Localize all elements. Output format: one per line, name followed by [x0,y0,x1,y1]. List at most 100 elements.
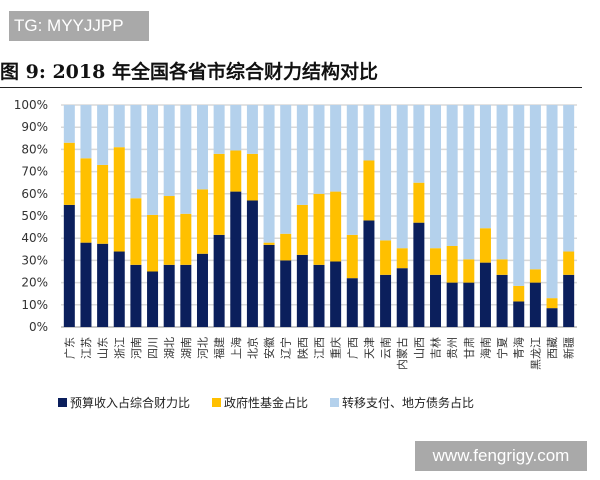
bar-segment-3 [97,105,109,165]
bar-segment-3 [113,105,125,148]
bar-segment-3 [80,105,92,159]
bar-segment-1 [380,274,392,327]
bar-segment-2 [330,191,342,262]
bar-segment-2 [263,242,275,245]
bar-segment-2 [97,164,109,244]
x-tick-label: 河北 [196,337,209,359]
bar-segment-3 [63,105,75,143]
bar-segment-1 [346,278,358,327]
bar-segment-1 [97,243,109,327]
bar-segment-3 [529,105,541,270]
bar-segment-2 [147,214,159,272]
x-tick-label: 重庆 [329,337,343,359]
x-tick-label: 海南 [478,337,492,359]
bar-segment-2 [546,298,558,309]
legend-label: 转移支付、地方债务占比 [342,396,475,410]
bar-segment-1 [313,264,325,327]
bar-segment-3 [280,105,292,234]
bar-segment-2 [130,198,142,265]
bar-segment-2 [196,189,208,254]
x-tick-label: 黑龙江 [529,337,542,370]
bar-segment-2 [529,269,541,283]
y-tick-label: 50% [21,209,48,223]
bar-segment-1 [430,274,442,327]
y-tick-label: 20% [21,276,48,290]
bar-segment-1 [113,251,125,327]
bar-segment-2 [430,248,442,275]
bar-segment-1 [180,264,192,327]
bar-segment-3 [263,105,275,243]
bar-segment-1 [213,234,225,327]
x-tick-label: 山西 [413,337,426,359]
bar-segment-2 [313,193,325,265]
bar-segment-3 [479,105,491,229]
bar-segment-3 [180,105,192,214]
bar-segment-1 [80,242,92,327]
bar-segment-2 [163,196,175,265]
bar-segment-3 [196,105,208,190]
bar-segment-3 [446,105,458,246]
watermark-top: TG: MYYJJPP [9,11,149,41]
bar-segment-1 [546,308,558,327]
chart-title: 图 9: 2018 年全国各省市综合财力结构对比 [0,61,378,83]
bar-segment-1 [63,204,75,327]
x-tick-label: 上海 [229,337,243,359]
x-tick-label: 福建 [212,337,226,359]
y-tick-label: 70% [21,165,48,179]
x-tick-label: 青海 [512,337,526,359]
bar-segment-3 [396,105,408,249]
bar-segment-1 [446,282,458,327]
bar-segment-2 [479,228,491,263]
legend-label: 预算收入占综合财力比 [70,396,191,410]
x-tick-label: 贵州 [446,337,459,359]
bar-segment-1 [396,268,408,327]
legend: 预算收入占综合财力比 政府性基金占比 转移支付、地方债务占比 [58,394,474,411]
bar-segment-3 [513,105,525,286]
legend-swatch [330,398,340,407]
bar-segment-2 [363,160,375,221]
x-tick-label: 西藏 [546,337,559,359]
x-tick-label: 湖南 [180,337,193,359]
bar-segment-1 [130,264,142,327]
x-tick-label: 吉林 [429,337,443,359]
bar-segment-3 [380,105,392,241]
bar-segment-2 [113,147,125,252]
bar-segment-1 [147,271,159,327]
y-tick-label: 0% [29,320,48,334]
bar-segment-1 [196,253,208,327]
bar-segment-2 [246,153,258,201]
y-tick-label: 80% [21,142,48,156]
bar-segment-1 [163,264,175,327]
bar-segment-1 [280,260,292,327]
x-tick-label: 江苏 [80,337,93,359]
bar-segment-2 [80,158,92,243]
x-tick-label: 北京 [245,337,259,359]
bar-segment-3 [330,105,342,192]
x-tick-label: 新疆 [562,337,576,359]
bar-segment-1 [263,244,275,327]
x-tick-label: 江西 [313,337,326,359]
bar-segment-3 [130,105,142,199]
bar-segment-2 [280,233,292,261]
bar-segment-2 [396,248,408,269]
bar-segment-1 [246,200,258,327]
bar-segment-2 [213,153,225,235]
bar-segment-3 [413,105,425,183]
bar-segment-1 [496,274,508,327]
bar-segment-2 [496,259,508,275]
bar-segment-1 [479,262,491,327]
y-tick-label: 30% [21,253,48,267]
bar-segment-3 [213,105,225,154]
legend-label: 政府性基金占比 [224,396,309,410]
bar-segment-1 [296,254,308,327]
x-tick-label: 四川 [147,337,160,359]
bar-segment-3 [230,105,242,151]
x-tick-label: 安徽 [262,337,276,359]
bar-segment-3 [246,105,258,154]
bar-segment-3 [546,105,558,299]
y-tick-label: 100% [14,98,48,112]
bar-segment-3 [363,105,375,161]
y-tick-label: 10% [21,298,48,312]
bar-segment-3 [346,105,358,235]
